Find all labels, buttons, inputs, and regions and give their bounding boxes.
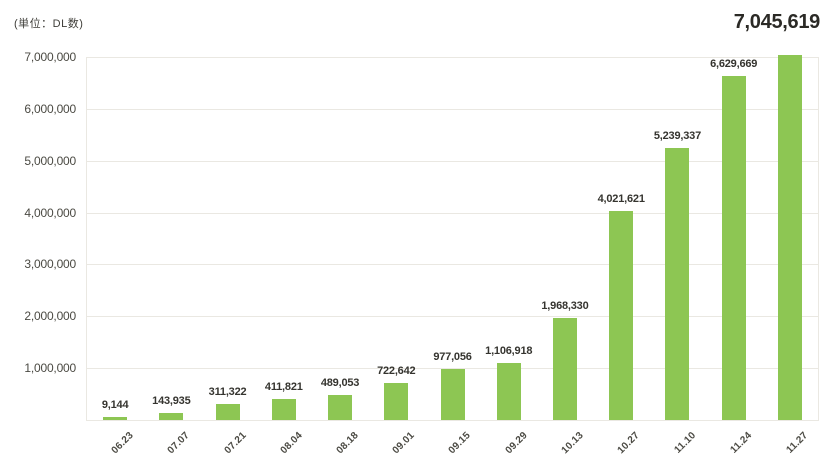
gridline [87, 160, 818, 162]
bar-10.13 [552, 317, 577, 420]
x-tick-label: 10.27 [615, 430, 642, 457]
bar-08.04 [271, 398, 296, 420]
x-tick-label: 11.27 [784, 430, 811, 456]
x-tick-label: 09.29 [503, 430, 530, 457]
bar-08.18 [328, 394, 353, 420]
gridline [87, 264, 818, 266]
bar-09.29 [496, 362, 521, 420]
plot-area: 9,144 143,935 311,322 411,821 489,053 722,642… [86, 54, 819, 421]
gridline [87, 57, 818, 58]
bar-value-label: 311,322 [208, 385, 247, 398]
x-tick-label: 08.18 [334, 430, 361, 457]
bar-value-label: 489,053 [320, 376, 360, 389]
y-tick-label: 7,000,000 [24, 50, 76, 64]
bar-11.24 [721, 76, 746, 420]
bar-11.27 [777, 54, 802, 420]
bar-09.15 [440, 369, 465, 420]
bar-value-label: 722,642 [377, 364, 416, 377]
x-tick-label: 07.21 [222, 430, 249, 457]
bar-value-label: 5,239,337 [653, 130, 701, 143]
bar-09.01 [384, 382, 409, 420]
bar-07.21 [215, 403, 240, 420]
x-tick-label: 09.01 [390, 430, 418, 457]
bar-06.23 [103, 417, 128, 420]
y-tick-label: 6,000,000 [24, 101, 76, 116]
x-tick-label: 11.24 [728, 430, 755, 456]
bar-value-label: 1,968,330 [541, 299, 589, 312]
y-tick-label: 1,000,000 [24, 361, 76, 376]
gridline [87, 316, 818, 318]
headline-value: 7,045,619 [733, 11, 821, 33]
x-tick-label: 10.13 [559, 430, 586, 457]
unit-label: (単位：DL数) [14, 18, 84, 30]
bar-10.27 [609, 211, 634, 420]
bar-07.07 [159, 412, 184, 420]
gridline [87, 368, 818, 370]
gridline [87, 212, 818, 214]
bar-value-label: 4,021,621 [597, 193, 645, 206]
bar-value-label: 143,935 [152, 394, 191, 407]
x-tick-label: 09.15 [447, 430, 474, 457]
bar-value-label: 6,629,669 [710, 58, 758, 71]
bar-value-label: 977,056 [433, 351, 472, 364]
x-tick-label: 07.07 [165, 430, 193, 457]
x-tick-label: 06.23 [109, 430, 136, 457]
gridline [87, 108, 818, 110]
y-tick-label: 2,000,000 [24, 309, 76, 324]
bar-value-label: 1,106,918 [485, 344, 533, 357]
y-tick-label: 4,000,000 [24, 205, 76, 220]
bar-11.10 [665, 148, 690, 420]
bar-value-label: 9,144 [101, 399, 129, 411]
x-tick-label: 08.04 [278, 430, 305, 457]
bar-value-label: 411,821 [264, 380, 303, 393]
y-tick-label: 3,000,000 [24, 257, 76, 272]
y-tick-label: 5,000,000 [24, 153, 76, 168]
x-axis-labels: 06.23 07.07 07.21 08.04 08.18 09.01 09.15 09.29… [86, 420, 817, 472]
y-axis-labels: 7,000,000 6,000,000 5,000,000 4,000,000 3,00… [0, 50, 76, 420]
x-tick-label: 11.10 [672, 430, 699, 456]
